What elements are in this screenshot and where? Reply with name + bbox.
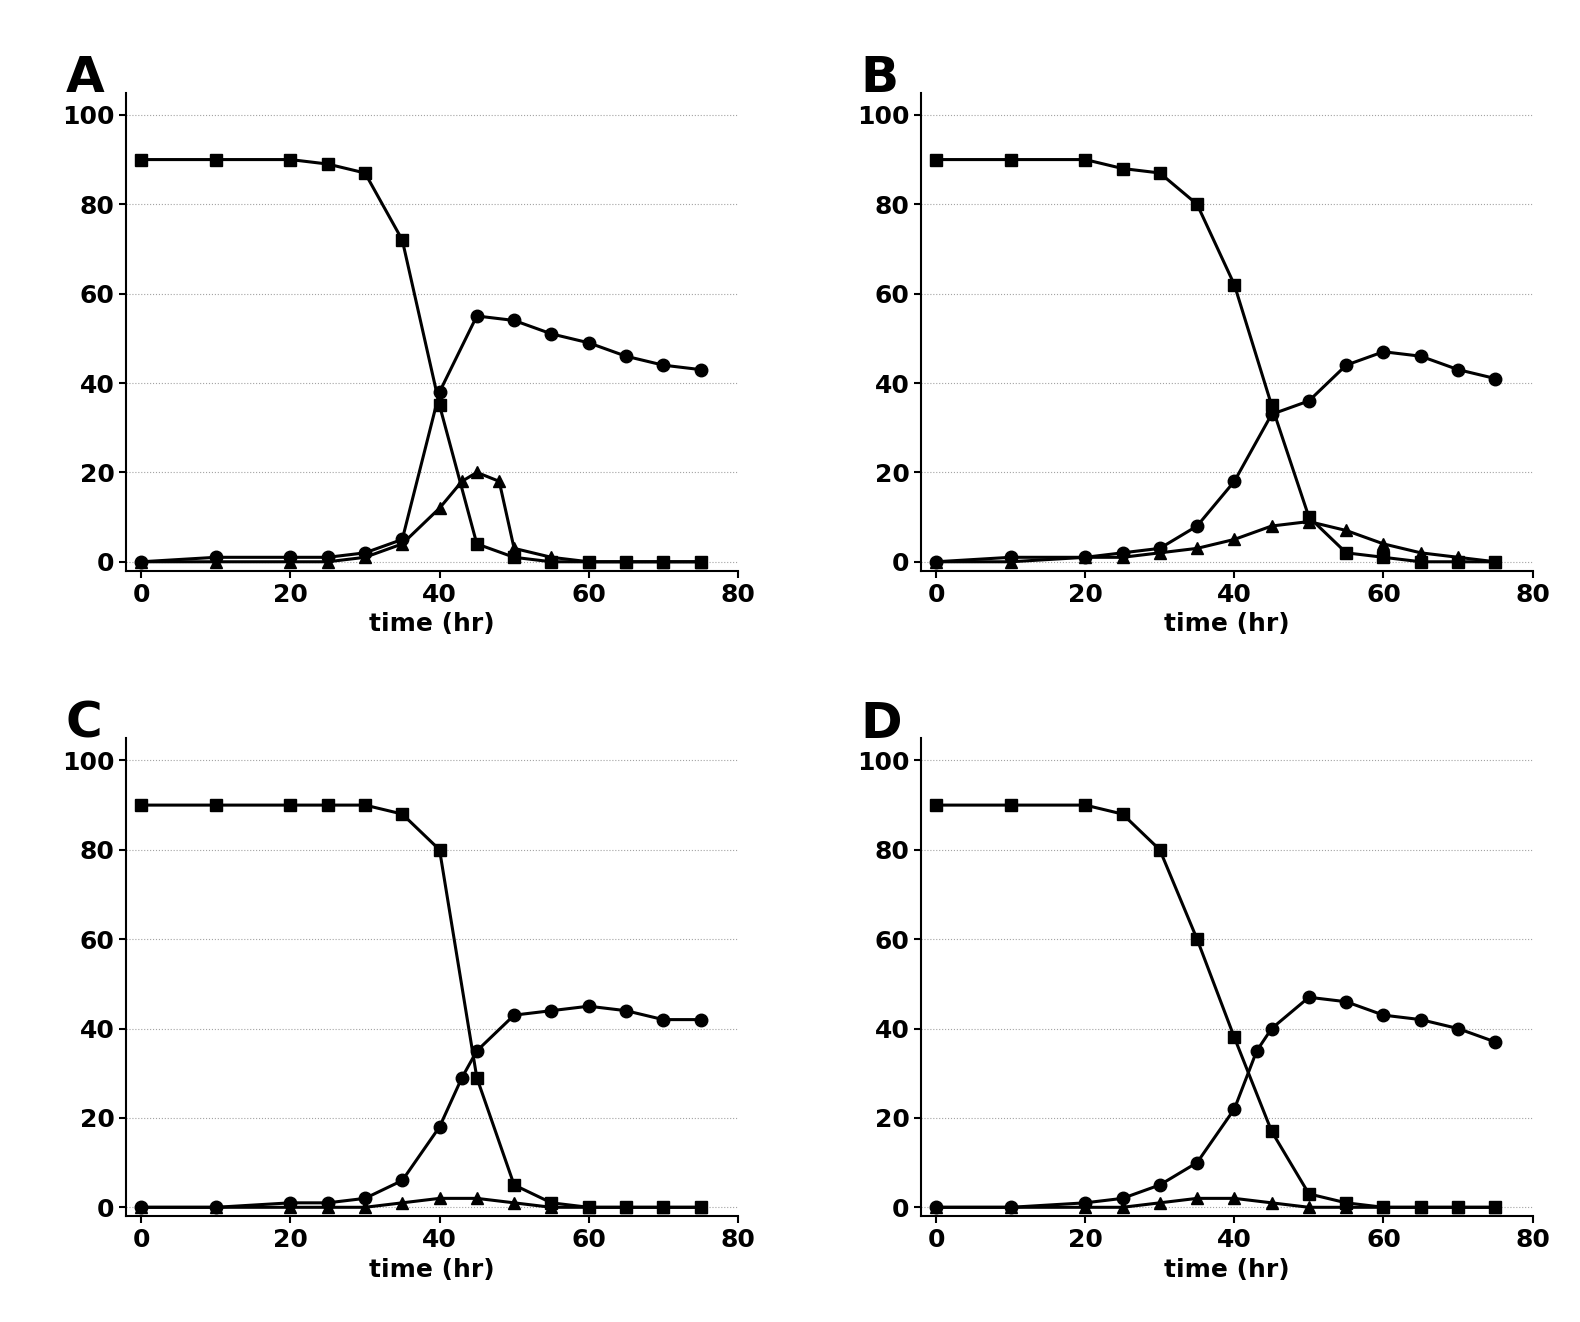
X-axis label: time (hr): time (hr) <box>370 612 495 636</box>
Text: D: D <box>860 699 902 748</box>
X-axis label: time (hr): time (hr) <box>1164 1257 1289 1281</box>
Text: C: C <box>65 699 103 748</box>
Text: A: A <box>65 54 104 102</box>
Text: B: B <box>860 54 897 102</box>
X-axis label: time (hr): time (hr) <box>370 1257 495 1281</box>
X-axis label: time (hr): time (hr) <box>1164 612 1289 636</box>
